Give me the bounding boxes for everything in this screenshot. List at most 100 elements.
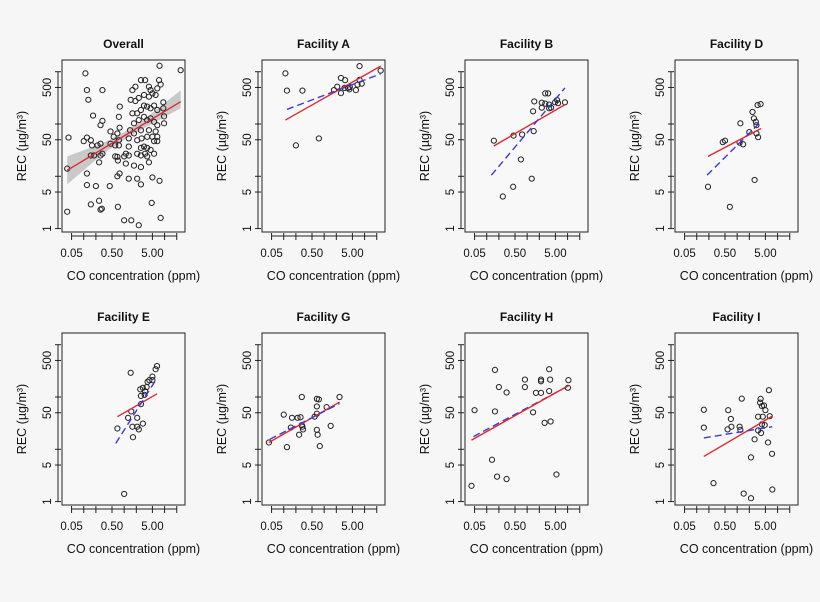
data-point: [740, 490, 747, 497]
data-point: [491, 408, 499, 415]
data-point: [80, 138, 87, 145]
y-tick-label: 50: [655, 133, 667, 146]
data-point: [140, 91, 148, 99]
plot-box: [261, 332, 386, 506]
y-axis-label: REC (µg/m³): [418, 384, 432, 454]
data-point: [297, 414, 304, 421]
x-tick-label: 0.50: [504, 521, 526, 533]
data-point: [766, 413, 773, 420]
data-point: [137, 181, 145, 188]
x-tick-label: 0.05: [673, 521, 695, 533]
y-tick-label: 500: [655, 351, 667, 370]
plot-box: [61, 59, 186, 233]
y-tick-label: 1: [242, 225, 254, 231]
data-point: [751, 436, 758, 443]
data-point: [750, 115, 758, 122]
fit-line-solid: [117, 393, 158, 418]
data-point: [546, 387, 553, 395]
y-tick-label: 5: [445, 462, 457, 468]
data-point: [98, 205, 105, 212]
y-tick-label: 500: [42, 351, 54, 370]
x-tick-label: 5.00: [141, 521, 163, 533]
fit-line-solid: [707, 127, 762, 158]
x-axis-label: CO concentration (ppm): [680, 269, 813, 283]
data-point: [157, 214, 164, 222]
fit-line-dashed: [490, 87, 566, 176]
data-point: [503, 389, 510, 396]
data-point: [83, 86, 91, 94]
data-point: [727, 415, 734, 423]
data-point: [152, 128, 159, 135]
data-point: [299, 426, 307, 433]
y-axis-label: REC (µg/m³): [15, 384, 29, 454]
data-point: [160, 113, 168, 120]
data-point: [144, 133, 151, 140]
y-tick-label: 5: [655, 462, 667, 468]
data-point: [96, 159, 103, 166]
data-point: [352, 86, 360, 94]
data-point: [510, 183, 517, 190]
data-point: [554, 100, 562, 107]
data-point: [145, 127, 153, 134]
data-point: [137, 106, 145, 114]
data-point: [283, 87, 291, 94]
data-point: [125, 152, 132, 159]
data-point: [130, 130, 138, 137]
data-point: [112, 142, 119, 149]
data-point: [495, 383, 503, 391]
data-point: [292, 142, 300, 149]
data-point: [112, 153, 119, 160]
plot-box: [261, 59, 386, 233]
data-point: [144, 153, 151, 160]
fit-line-dashed: [286, 73, 381, 111]
data-point: [107, 128, 114, 135]
data-point: [280, 411, 287, 418]
data-point: [725, 407, 732, 414]
panel-facility-d: Facility D 1 5 50 500 REC (µg/m³) 0.05 0.50 5.00…: [628, 37, 813, 283]
y-tick-label: 1: [655, 225, 667, 231]
data-point: [138, 135, 145, 142]
panel-facility-a: Facility A 1 5 50 500 REC (µg/m³) 0.05 0.50 5.00…: [215, 37, 400, 283]
x-tick-label: 0.50: [714, 248, 736, 260]
data-point: [114, 153, 121, 160]
y-axis-label: REC (µg/m³): [628, 384, 642, 454]
data-point: [152, 91, 159, 99]
x-tick-label: 5.00: [754, 521, 776, 533]
data-point: [134, 414, 141, 421]
data-point: [547, 418, 554, 425]
data-point: [148, 199, 155, 206]
panel-facility-b: Facility B 1 5 50 500 REC (µg/m³) 0.05 0.50 5.00…: [418, 37, 603, 283]
data-point: [124, 414, 132, 421]
data-point: [114, 173, 121, 180]
data-point: [334, 83, 341, 90]
data-point: [315, 135, 322, 142]
data-point: [342, 77, 349, 84]
data-point: [154, 138, 161, 145]
data-point: [537, 389, 545, 396]
x-axis-label: CO concentration (ppm): [267, 269, 400, 283]
data-point: [135, 116, 142, 124]
data-point: [541, 419, 548, 426]
panel-title: Facility H: [500, 310, 553, 324]
y-tick-label: 50: [242, 406, 254, 419]
y-axis-label: REC (µg/m³): [15, 111, 29, 181]
data-point: [315, 396, 322, 403]
data-point: [765, 387, 773, 394]
data-point: [704, 183, 712, 190]
y-tick-label: 1: [445, 225, 457, 231]
data-point: [152, 366, 159, 373]
data-point: [755, 413, 762, 420]
data-point: [145, 83, 153, 90]
data-point: [135, 222, 142, 229]
data-point: [144, 103, 151, 110]
data-point: [265, 439, 273, 446]
x-tick-label: 0.05: [260, 248, 282, 260]
data-point: [97, 122, 104, 129]
data-point: [471, 407, 478, 414]
data-point: [125, 143, 132, 150]
y-tick-label: 50: [42, 406, 54, 419]
data-point: [503, 475, 510, 483]
data-point: [530, 128, 537, 135]
data-point: [565, 377, 572, 384]
